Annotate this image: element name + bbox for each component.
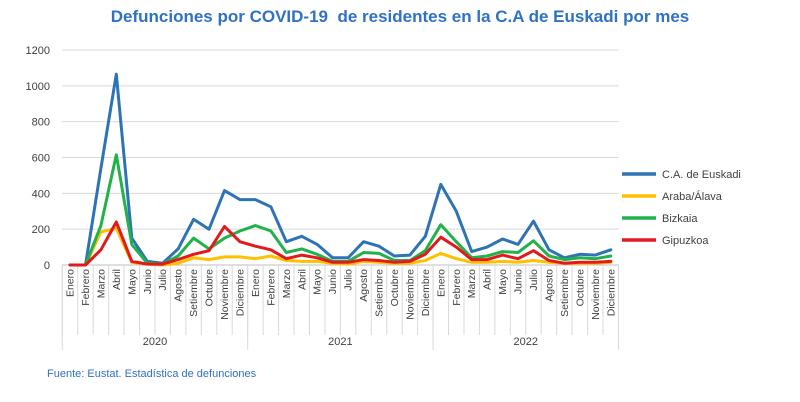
- series-line: [68, 72, 613, 267]
- x-tick-label: Abril: [111, 269, 123, 290]
- x-tick-label: Octubre: [389, 269, 401, 307]
- x-tick-label: Mayo: [497, 269, 509, 295]
- x-tick-label: Octubre: [574, 269, 586, 307]
- source-note: Fuente: Eustat. Estadística de defuncion…: [47, 368, 257, 380]
- x-tick-label: Febrero: [80, 269, 92, 306]
- y-tick-label: 1200: [26, 45, 50, 57]
- x-tick-label: Agosto: [358, 269, 370, 302]
- x-tick-label: Diciembre: [420, 269, 432, 316]
- x-axis: Enero Febrero Marzo Abril Mayo Junio Julio Agos…: [61, 265, 619, 350]
- y-tick-label: 800: [32, 117, 50, 129]
- x-tick-label: Setiembre: [374, 269, 386, 317]
- year-label: 2020: [143, 336, 167, 348]
- y-tick-label: 0: [44, 260, 50, 272]
- x-tick-label: Mayo: [312, 269, 324, 295]
- chart-title: Defunciones por COVID-19 de residentes e…: [110, 7, 690, 26]
- x-tick-label: Noviembre: [219, 269, 231, 320]
- year-label: 2022: [514, 336, 538, 348]
- y-tick-label: 600: [32, 153, 50, 165]
- x-tick-label: Abril: [482, 269, 494, 290]
- y-tick-label: 200: [32, 224, 50, 236]
- x-tick-label: Enero: [65, 269, 77, 297]
- x-tick-label: Febrero: [451, 269, 463, 306]
- x-tick-label: Julio: [343, 269, 355, 291]
- x-tick-label: Mayo: [126, 269, 138, 295]
- legend-label: Bizkaia: [662, 213, 698, 225]
- series-line: [68, 220, 613, 267]
- series-line: [68, 226, 613, 267]
- x-tick-label: Setiembre: [559, 269, 571, 317]
- x-tick-label: Julio: [157, 269, 169, 291]
- x-tick-label: Diciembre: [234, 269, 246, 316]
- x-tick-label: Diciembre: [605, 269, 617, 316]
- x-tick-label: Junio: [327, 269, 339, 294]
- x-tick-label: Noviembre: [590, 269, 602, 320]
- x-tick-label: Agosto: [543, 269, 555, 302]
- series-lines: [68, 72, 613, 267]
- x-tick-label: Setiembre: [188, 269, 200, 317]
- x-tick-label: Enero: [250, 269, 262, 297]
- x-tick-label: Octubre: [204, 269, 216, 307]
- series-line: [68, 153, 613, 267]
- x-tick-label: Junio: [513, 269, 525, 294]
- year-label: 2021: [328, 336, 352, 348]
- x-tick-label: Marzo: [95, 269, 107, 298]
- x-tick-label: Junio: [142, 269, 154, 294]
- x-tick-label: Febrero: [265, 269, 277, 306]
- gridlines: [62, 49, 619, 266]
- x-tick-label: Abril: [296, 269, 308, 290]
- x-tick-label: Marzo: [466, 269, 478, 298]
- y-axis-ticks: 0 200 400 600 800 1000 1200: [26, 45, 50, 272]
- y-tick-label: 400: [32, 188, 50, 200]
- y-tick-label: 1000: [26, 81, 50, 93]
- legend-label: Araba/Álava: [662, 190, 723, 203]
- x-tick-label: Enero: [435, 269, 447, 297]
- legend: C.A. de Euskadi Araba/Álava Bizkaia Gipuzko…: [622, 169, 741, 247]
- x-tick-label: Agosto: [173, 269, 185, 302]
- legend-label: C.A. de Euskadi: [662, 169, 741, 181]
- x-tick-label: Marzo: [281, 269, 293, 298]
- x-tick-label: Julio: [528, 269, 540, 291]
- x-tick-label: Noviembre: [404, 269, 416, 320]
- legend-label: Gipuzkoa: [662, 235, 709, 247]
